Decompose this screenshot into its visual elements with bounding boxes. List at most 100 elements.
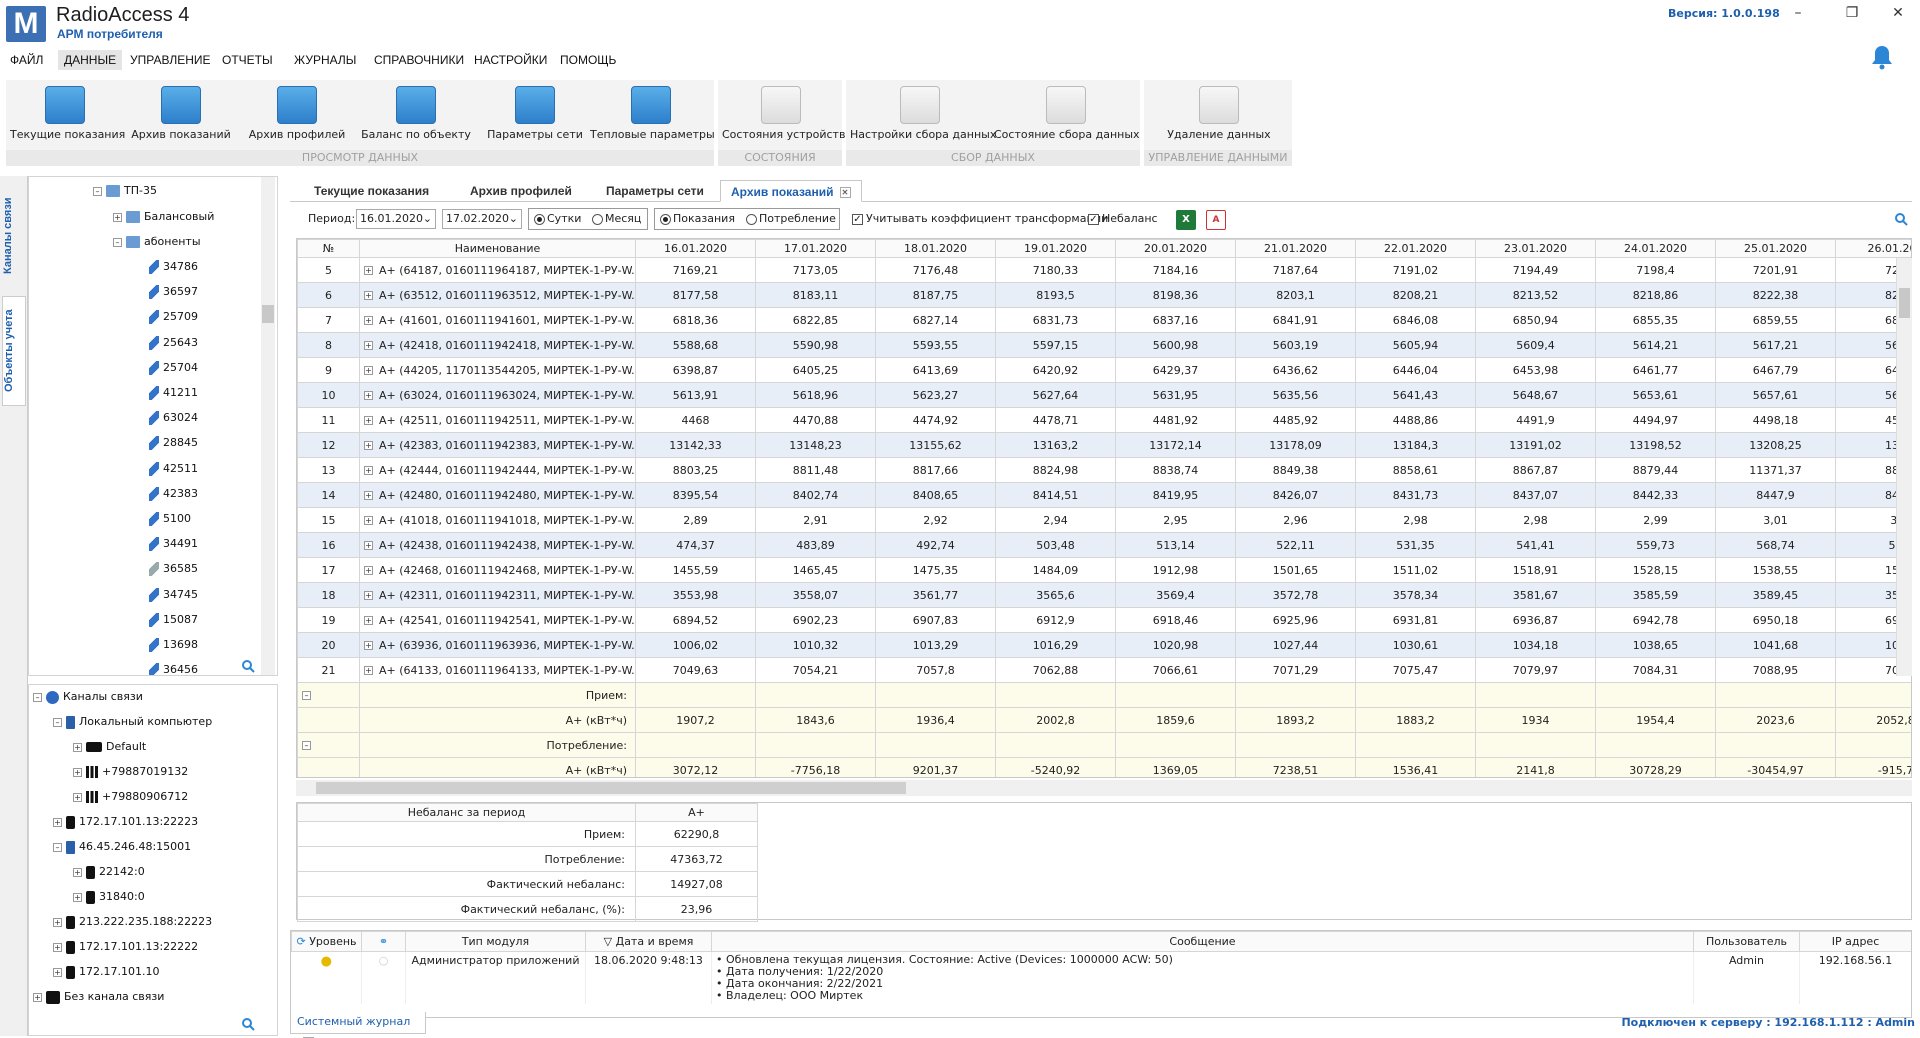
summary-group-row[interactable]: – Потребление: xyxy=(297,732,1911,758)
tree-node-meter[interactable]: 42383 xyxy=(149,484,198,504)
log-row[interactable]: ● ○ Администратор приложений 18.06.2020 … xyxy=(291,951,1911,1004)
summary-group-row[interactable]: – Прием: xyxy=(297,682,1911,708)
tree-node-modem2[interactable]: + +79880906712 xyxy=(73,787,188,807)
search-icon[interactable] xyxy=(241,1017,255,1031)
expand-icon[interactable]: + xyxy=(364,316,373,325)
search-icon[interactable] xyxy=(241,659,255,673)
table-row[interactable]: 13 + A+ (42444, 0160111942444, МИРТЕК-1-РУ… xyxy=(297,457,1911,483)
close-tab-icon[interactable]: ✕ xyxy=(839,187,851,199)
table-row[interactable]: 17 + A+ (42468, 0160111942468, МИРТЕК-1-РУ… xyxy=(297,557,1911,583)
tab-system-log[interactable]: Системный журнал✕ xyxy=(290,1012,426,1038)
menu-references[interactable]: СПРАВОЧНИКИ xyxy=(374,53,465,67)
expand-icon[interactable]: + xyxy=(73,767,82,777)
menu-settings[interactable]: НАСТРОЙКИ xyxy=(474,53,548,67)
log-col-message[interactable]: Сообщение xyxy=(711,931,1694,952)
column-header-date[interactable]: 21.01.2020 xyxy=(1235,239,1356,258)
tree-node-meter[interactable]: 25704 xyxy=(149,358,198,378)
tree-node-meter[interactable]: 34786 xyxy=(149,257,198,277)
table-row[interactable]: 16 + A+ (42438, 0160111942438, МИРТЕК-1-РУ… xyxy=(297,532,1911,558)
tree-node-meter[interactable]: 63024 xyxy=(149,408,198,428)
delete-data-button[interactable]: Удаление данных xyxy=(1154,84,1284,146)
tree-node-meter[interactable]: 15087 xyxy=(149,610,198,630)
column-header-date[interactable]: 25.01.2020 xyxy=(1715,239,1836,258)
device-states-button[interactable]: Состояния устройств xyxy=(722,84,845,146)
table-row[interactable]: 6 + A+ (63512, 0160111963512, МИРТЕК-1-РУ-… xyxy=(297,282,1911,308)
expand-icon[interactable]: + xyxy=(73,867,82,877)
expand-icon[interactable]: + xyxy=(364,591,373,600)
collapse-icon[interactable]: – xyxy=(53,717,62,727)
table-row[interactable]: 5 + A+ (64187, 0160111964187, МИРТЕК-1-РУ-… xyxy=(297,257,1911,283)
expand-icon[interactable]: + xyxy=(364,516,373,525)
expand-icon[interactable]: + xyxy=(73,892,82,902)
expand-icon[interactable]: + xyxy=(53,817,62,827)
table-row[interactable]: 19 + A+ (42541, 0160111942541, МИРТЕК-1-РУ… xyxy=(297,607,1911,633)
tree-node-sub2[interactable]: +31840:0 xyxy=(73,887,145,907)
column-header-date[interactable]: 16.01.2020 xyxy=(635,239,756,258)
tree-node-modem1[interactable]: + +79887019132 xyxy=(73,762,188,782)
tab-channels[interactable]: Каналы связи xyxy=(2,197,14,275)
expand-icon[interactable]: + xyxy=(33,992,42,1002)
column-header-date[interactable]: 26.01.202 xyxy=(1835,239,1911,258)
radio-consumption-indicator[interactable] xyxy=(746,213,757,225)
tree-node-subscribers[interactable]: – абоненты xyxy=(113,232,201,252)
tree-node-meter[interactable]: 36585 xyxy=(149,559,198,579)
tree-node-ip1[interactable]: +172.17.101.13:22223 xyxy=(53,812,198,832)
close-button[interactable]: ✕ xyxy=(1892,5,1904,21)
tree-node-ip3[interactable]: +213.222.235.188:22223 xyxy=(53,912,212,932)
expand-icon[interactable]: + xyxy=(364,541,373,550)
scrollbar-thumb[interactable] xyxy=(316,782,906,794)
column-header-date[interactable]: 18.01.2020 xyxy=(875,239,996,258)
tree-node-meter[interactable]: 42511 xyxy=(149,459,198,479)
table-row[interactable]: 12 + A+ (42383, 0160111942383, МИРТЕК-1-РУ… xyxy=(297,432,1911,458)
column-header-date[interactable]: 24.01.2020 xyxy=(1595,239,1716,258)
expand-icon[interactable]: + xyxy=(364,391,373,400)
objects-tree-scrollbar[interactable] xyxy=(261,177,275,675)
menu-file[interactable]: ФАЙЛ xyxy=(10,53,44,67)
scrollbar-thumb[interactable] xyxy=(262,305,274,323)
table-row[interactable]: 10 + A+ (63024, 0160111963024, МИРТЕК-1-РУ… xyxy=(297,382,1911,408)
menu-reports[interactable]: ОТЧЕТЫ xyxy=(222,53,273,67)
column-header-num[interactable]: № xyxy=(297,239,360,258)
column-header-date[interactable]: 23.01.2020 xyxy=(1475,239,1596,258)
minimize-button[interactable]: – xyxy=(1794,5,1802,21)
table-row[interactable]: 9 + A+ (44205, 1170113544205, МИРТЕК-1-РУ-… xyxy=(297,357,1911,383)
bell-icon[interactable] xyxy=(1870,44,1894,70)
expand-icon[interactable]: + xyxy=(364,641,373,650)
tree-node-ip5[interactable]: +172.17.101.10 xyxy=(53,962,159,982)
scrollbar-thumb[interactable] xyxy=(1899,288,1910,318)
table-row[interactable]: 7 + A+ (41601, 0160111941601, МИРТЕК-1-РУ-… xyxy=(297,307,1911,333)
tree-node-meter[interactable]: 36456 xyxy=(149,660,198,675)
tree-node-default[interactable]: + Default xyxy=(73,737,146,757)
menu-help[interactable]: ПОМОЩЬ xyxy=(560,53,617,67)
table-row[interactable]: 11 + A+ (42511, 0160111942511, МИРТЕК-1-РУ… xyxy=(297,407,1911,433)
expand-icon[interactable]: + xyxy=(364,366,373,375)
collapse-icon[interactable]: – xyxy=(113,237,122,247)
date-from-input[interactable]: 16.01.2020 ⌄ xyxy=(356,209,436,229)
expand-icon[interactable]: + xyxy=(364,566,373,575)
radio-readings-indicator[interactable] xyxy=(660,213,671,225)
tree-node-ip4[interactable]: +172.17.101.13:22222 xyxy=(53,937,198,957)
tree-node-meter[interactable]: 13698 xyxy=(149,635,198,655)
grid-vertical-scrollbar[interactable] xyxy=(1896,258,1912,676)
thermal-params-button[interactable]: Тепловые параметры xyxy=(590,84,715,146)
tab-current-readings[interactable]: Текущие показания xyxy=(314,184,430,198)
radio-day-indicator[interactable] xyxy=(534,213,545,225)
tree-node-channels[interactable]: – Каналы связи xyxy=(33,687,143,707)
expand-icon[interactable]: + xyxy=(364,466,373,475)
chevron-down-icon[interactable]: ⌄ xyxy=(508,212,518,225)
expand-icon[interactable]: + xyxy=(364,416,373,425)
expand-icon[interactable]: + xyxy=(364,341,373,350)
pdf-export-icon[interactable]: A xyxy=(1206,210,1226,230)
chevron-down-icon[interactable]: ⌄ xyxy=(422,212,432,225)
tab-network-params[interactable]: Параметры сети xyxy=(606,184,704,198)
refresh-icon[interactable]: ⟳ xyxy=(296,935,306,948)
expand-icon[interactable]: + xyxy=(113,212,122,222)
tree-node-meter[interactable]: 25643 xyxy=(149,333,198,353)
tree-node-ip2[interactable]: – 46.45.246.48:15001 xyxy=(53,837,191,857)
tree-node-meter[interactable]: 28845 xyxy=(149,433,198,453)
search-icon[interactable] xyxy=(1894,212,1908,226)
tree-node-balance[interactable]: + Балансовый xyxy=(113,207,214,227)
collapse-icon[interactable]: – xyxy=(53,842,62,852)
tree-node-meter[interactable]: 41211 xyxy=(149,383,198,403)
radio-month-indicator[interactable] xyxy=(592,213,603,225)
